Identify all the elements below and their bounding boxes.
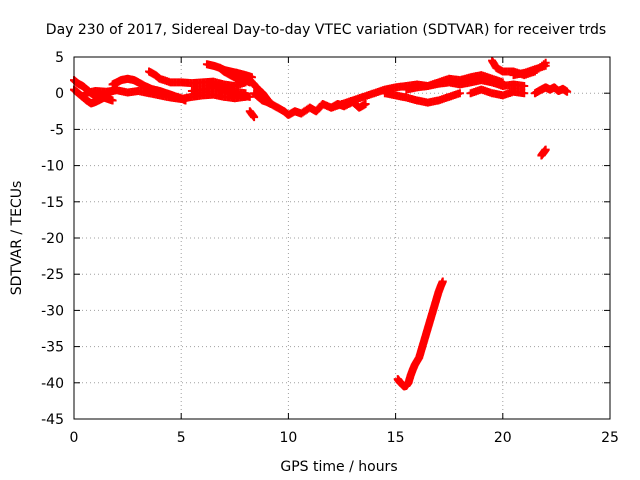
data-point [250, 113, 259, 122]
data-points [70, 56, 572, 391]
series-arc-d [108, 74, 190, 105]
data-point [563, 87, 572, 96]
x-tick-label: 25 [601, 430, 619, 446]
tick-labels: 0 5 10 15 20 25 5 0 -5 -10 -15 -20 -25 -30 -35 -40 -45 [41, 50, 619, 446]
grid [74, 57, 610, 419]
plot-frame [73, 56, 611, 420]
y-tick-label: -20 [41, 231, 64, 247]
data-point [108, 96, 117, 105]
x-tick-label: 15 [387, 430, 405, 446]
series-arc-t [537, 145, 550, 160]
series-arc-s [530, 83, 572, 98]
y-tick-label: -45 [41, 412, 64, 428]
data-point [498, 78, 507, 87]
data-point [541, 145, 550, 154]
y-tick-label: 0 [55, 86, 64, 102]
data-point [455, 89, 464, 98]
data-point [181, 96, 190, 105]
data-point [245, 92, 254, 101]
x-tick-label: 0 [70, 430, 79, 446]
data-point [520, 89, 529, 98]
series-arc-l [245, 107, 259, 122]
series-arc-u [393, 277, 447, 391]
x-tick-label: 10 [279, 430, 297, 446]
series-arc-n [380, 89, 464, 107]
y-tick-label: -15 [41, 195, 64, 211]
x-axis-label: GPS time / hours [280, 459, 397, 475]
y-tick-label: -40 [41, 376, 64, 392]
chart-title: Day 230 of 2017, Sidereal Day-to-day VTE… [46, 22, 606, 38]
x-tick-label: 20 [494, 430, 512, 446]
data-point [520, 81, 529, 90]
data-point [361, 100, 370, 109]
x-tick-label: 5 [177, 430, 186, 446]
y-axis-label: SDTVAR / TECUs [9, 181, 25, 296]
series-arc-r [509, 61, 550, 80]
series-arc-g [205, 78, 254, 101]
data-point [541, 61, 550, 70]
series-arc-o [402, 71, 507, 94]
y-tick-label: -10 [41, 159, 64, 175]
y-tick-label: -25 [41, 267, 64, 283]
data-point [438, 277, 447, 286]
y-tick-label: -30 [41, 303, 64, 319]
y-tick-label: -5 [50, 122, 64, 138]
y-tick-label: 5 [55, 50, 64, 66]
y-tick-label: -35 [41, 340, 64, 356]
series-arc-p [466, 85, 529, 100]
